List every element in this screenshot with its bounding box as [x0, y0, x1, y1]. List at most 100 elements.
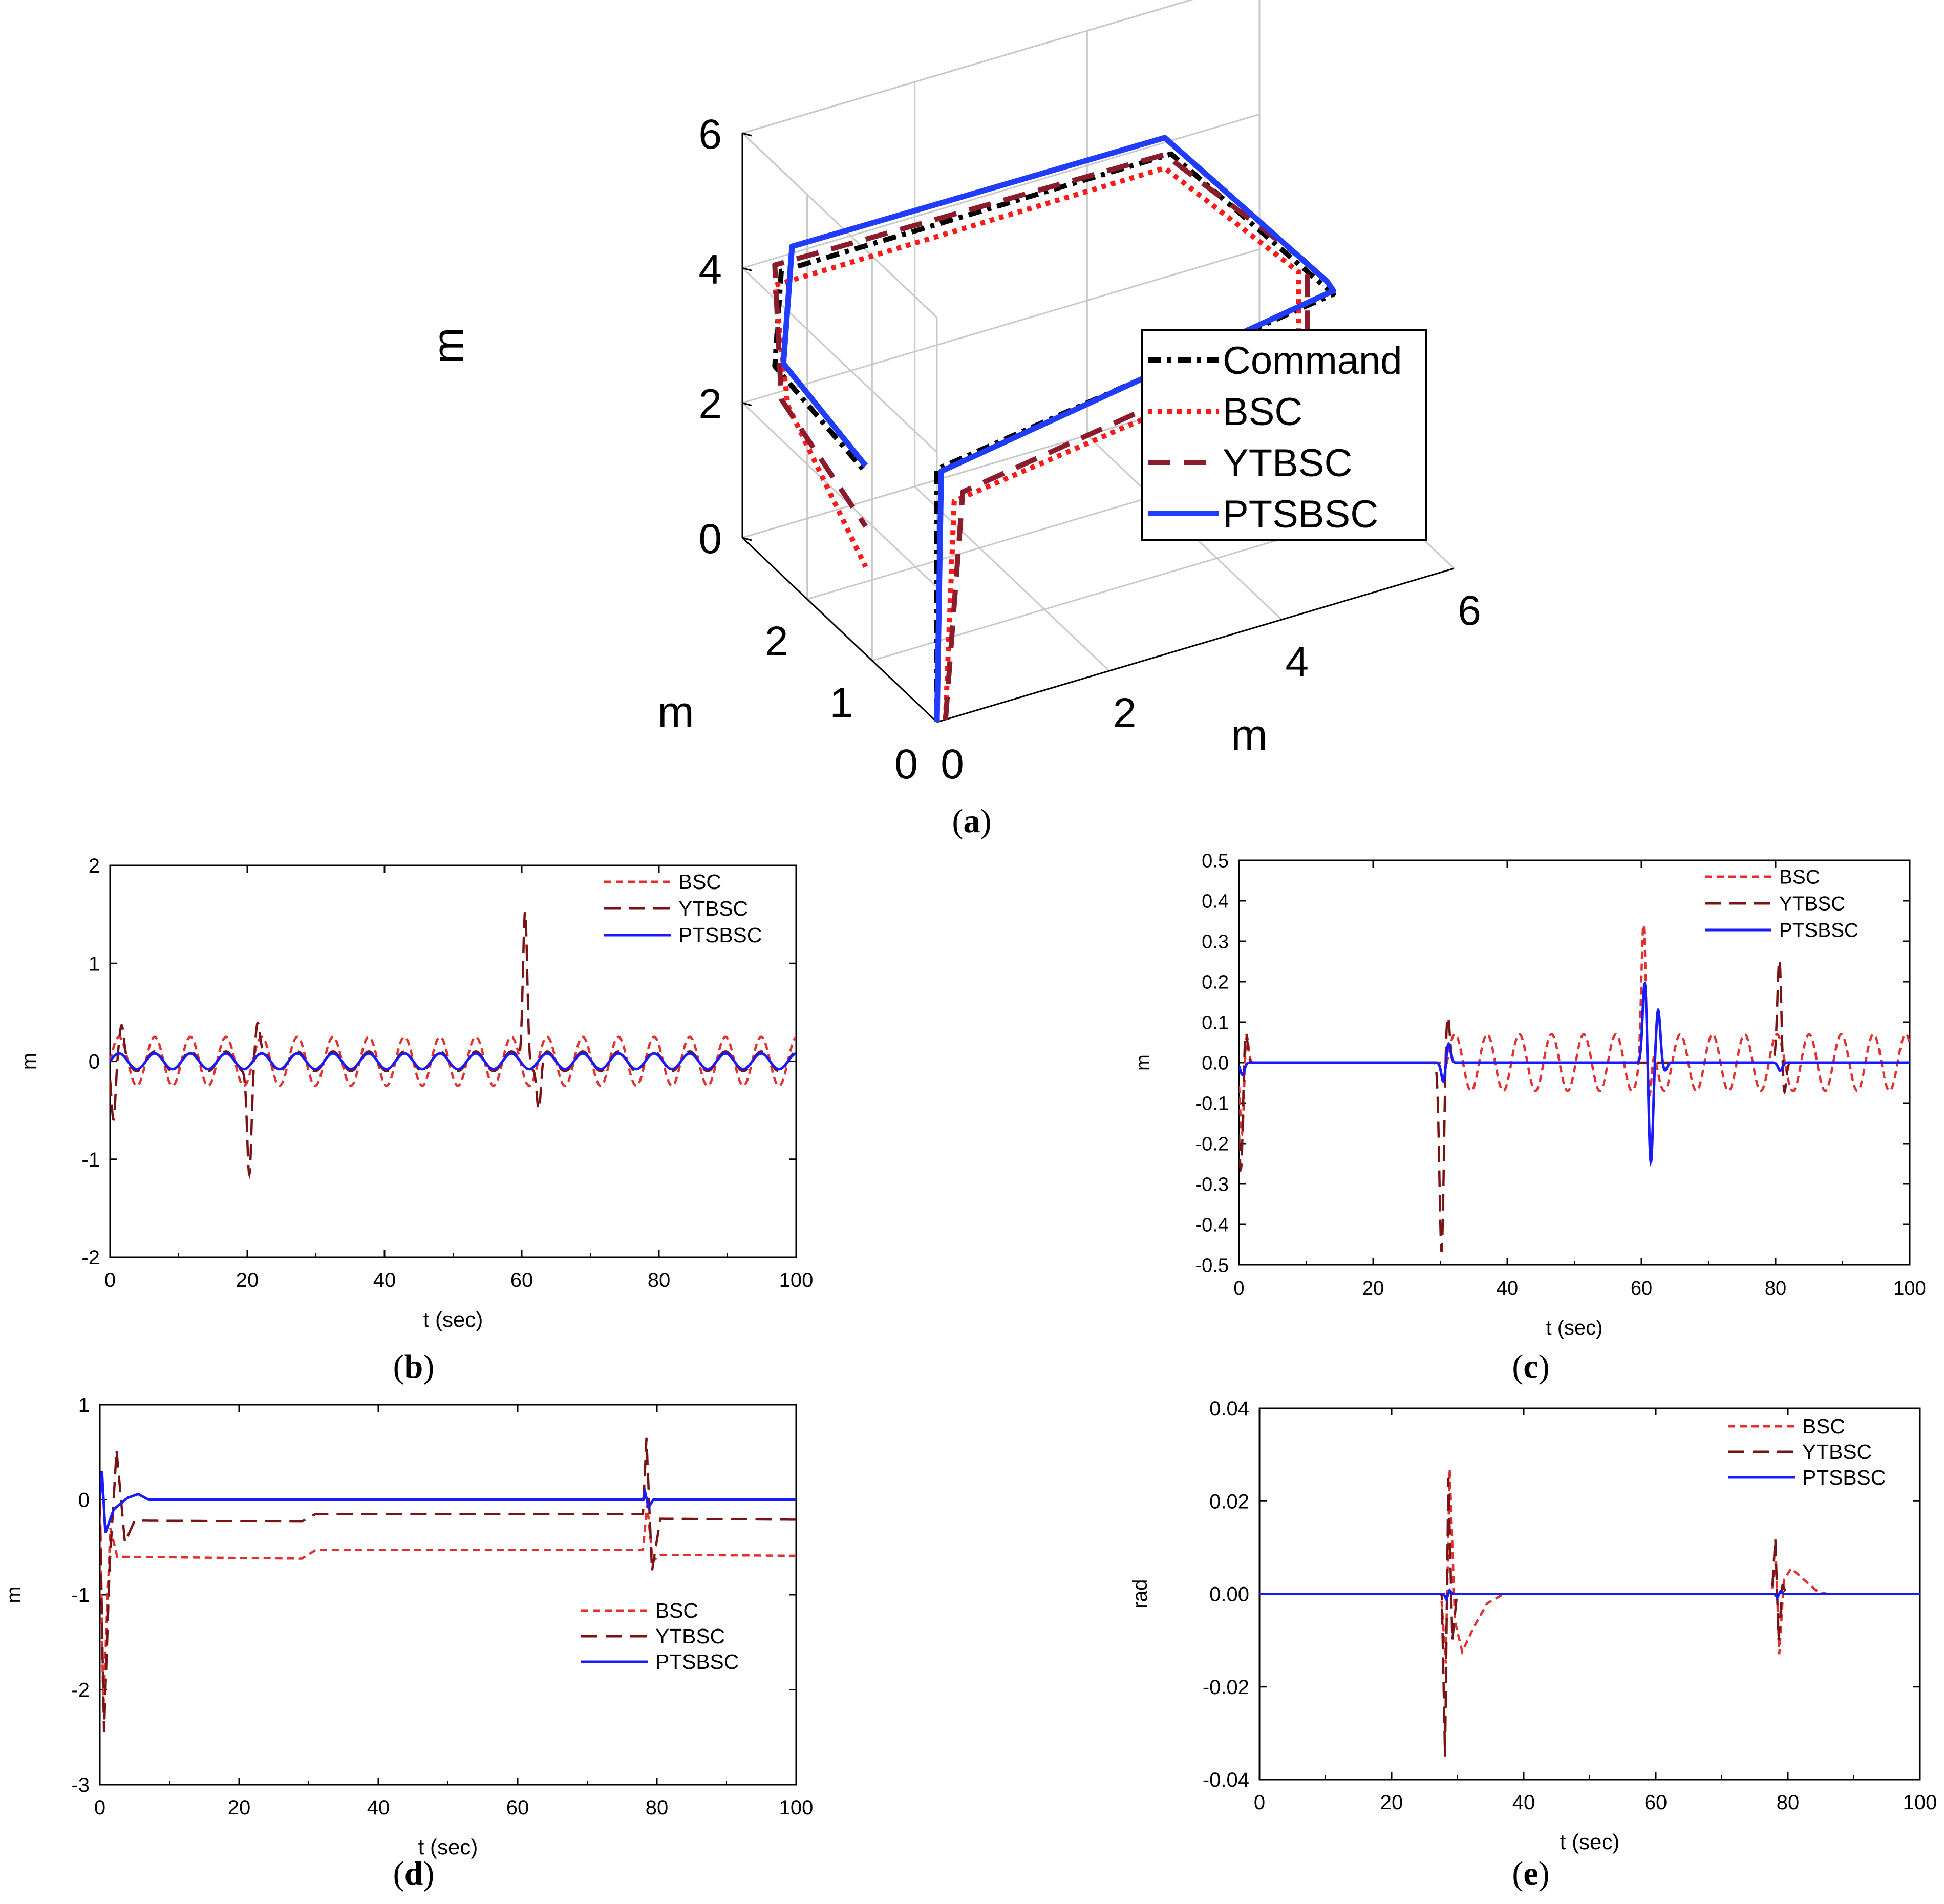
y-tick-label-c: -0.4	[1195, 1214, 1229, 1236]
z-tick-a	[742, 132, 752, 137]
y-tick-label-e: 0.02	[1209, 1490, 1249, 1513]
y-tick-label-a: 4	[1286, 639, 1309, 685]
y-tick-label-d: 0	[78, 1489, 90, 1512]
x-tick-label-e: 80	[1777, 1791, 1800, 1814]
y-tick-label-e: -0.02	[1203, 1676, 1249, 1699]
x-tick-label-d: 100	[779, 1796, 814, 1819]
x-tick-label-d: 0	[94, 1796, 105, 1819]
z-axis-label-a: m	[424, 327, 473, 364]
z-tick-a	[742, 267, 752, 271]
x-tick-label-c: 80	[1765, 1278, 1786, 1299]
x-tick-label-c: 100	[1893, 1278, 1926, 1299]
y-tick-label-b: -1	[81, 1149, 100, 1171]
series-ptsbsc-c	[1239, 981, 1910, 1167]
x-tick-label-b: 40	[373, 1269, 396, 1292]
y-tick-label-b: 2	[89, 855, 100, 877]
legend-label-ptsbsc-b: PTSBSC	[678, 923, 762, 947]
x-tick-label-e: 0	[1254, 1791, 1265, 1814]
legend-label-bsc-e: BSC	[1802, 1414, 1845, 1438]
panel-d-error-chart: 0 20 40 60 80 100 -3 -2 -1 0 1 t (sec) m BSCYTBSCPTSB…	[3, 1394, 813, 1859]
x-tick-label-d: 20	[228, 1796, 251, 1819]
y-tick-label-e: 0.00	[1209, 1583, 1249, 1606]
y-axis-label-a: m	[1231, 711, 1268, 760]
y-axis-label-c: m	[1133, 1054, 1154, 1071]
y-axis-line-a	[936, 567, 1455, 723]
x-tick-label-a: 2	[765, 618, 788, 665]
y-tick-label-b: -2	[81, 1246, 100, 1269]
caption-e-letter: e	[1523, 1855, 1538, 1892]
x-tick-label-b: 20	[236, 1269, 259, 1292]
x-axis-label-b: t (sec)	[423, 1307, 483, 1331]
legend-label-bsc-d: BSC	[655, 1599, 698, 1622]
x-tick-label-b: 80	[648, 1269, 671, 1292]
x-tick-label-b: 100	[779, 1269, 814, 1292]
panel-e-error-chart: 0 20 40 60 80 100 -0.04 -0.02 0.00 0.02 0.04 t (sec…	[1129, 1398, 1937, 1854]
panel-c-error-chart: 0 20 40 60 80 100 -0.5 -0.4 -0.3 -0.2 -0.1 0.0 0.1 0.…	[1133, 850, 1926, 1339]
y-tick-label-c: 0.3	[1202, 931, 1229, 953]
y-tick-label-c: -0.2	[1195, 1133, 1229, 1155]
y-tick-label-c: 0.1	[1202, 1012, 1229, 1033]
caption-b: (b)	[393, 1348, 435, 1385]
legend-label-ytbsc-c: YTBSC	[1779, 893, 1845, 915]
z-tick-a	[742, 537, 752, 541]
series-bsc-b	[110, 1035, 796, 1087]
y-tick-label-c: 0.0	[1202, 1052, 1229, 1074]
y-tick-label-b: 1	[89, 953, 100, 975]
y-axis-label-b: m	[18, 1053, 40, 1070]
z-tick-label-a: 6	[698, 111, 722, 158]
legend-label-ptsbsc-a: PTSBSC	[1223, 493, 1378, 536]
legend-label-bsc-b: BSC	[678, 870, 721, 894]
legend-label-ytbsc-d: YTBSC	[655, 1624, 725, 1648]
z-tick-label-a: 2	[698, 381, 722, 428]
y-tick-label-d: -2	[71, 1679, 90, 1702]
x-tick-label-c: 20	[1362, 1278, 1384, 1299]
box-edge	[742, 0, 1193, 134]
z-tick-label-a: 4	[698, 246, 722, 292]
legend-label-ytbsc-a: YTBSC	[1223, 441, 1352, 485]
box-edge	[741, 132, 938, 319]
x-tick-label-d: 60	[506, 1796, 529, 1819]
y-tick-label-d: -1	[71, 1584, 90, 1606]
x-tick-label-b: 60	[510, 1269, 533, 1292]
series-bsc-c	[1239, 921, 1910, 1137]
y-tick-label-c: -0.3	[1195, 1174, 1229, 1195]
y-tick-label-c: -0.1	[1195, 1093, 1229, 1114]
floor-grid	[914, 485, 1110, 672]
z-tick-a	[742, 402, 752, 407]
x-tick-label-e: 100	[1903, 1791, 1937, 1814]
x-tick-label-d: 80	[646, 1796, 669, 1819]
caption-b-letter: b	[404, 1348, 423, 1385]
y-tick-label-c: 0.4	[1202, 891, 1229, 912]
legend-label-command-a: Command	[1223, 339, 1402, 383]
series-ptsbsc-b	[110, 1052, 796, 1071]
back-wall-grid	[742, 113, 1260, 269]
caption-d: (d)	[393, 1855, 435, 1892]
z-tick-label-a: 0	[698, 516, 722, 562]
y-tick-label-c: -0.5	[1195, 1255, 1229, 1276]
caption-d-letter: d	[404, 1855, 423, 1892]
x-tick-label-e: 40	[1512, 1791, 1535, 1814]
series-ptsbsc-a	[780, 135, 1336, 723]
y-tick-label-e: 0.04	[1209, 1398, 1249, 1420]
y-tick-label-d: 1	[78, 1394, 90, 1416]
caption-a: (a)	[952, 802, 992, 840]
y-tick-label-d: -3	[71, 1774, 90, 1796]
legend-label-bsc-a: BSC	[1223, 390, 1302, 434]
y-tick-label-c: 0.5	[1202, 850, 1229, 872]
caption-e: (e)	[1512, 1855, 1549, 1892]
panel-b-error-chart: 0 20 40 60 80 100 -2 -1 0 1 2 t (sec) m BSC YTBSC PTSBS…	[18, 855, 813, 1331]
caption-c: (c)	[1512, 1348, 1549, 1385]
x-axis-label-c: t (sec)	[1546, 1317, 1603, 1339]
y-tick-label-a: 2	[1113, 690, 1137, 736]
x-tick-label-a: 1	[830, 680, 853, 726]
series-ptsbsc-d	[100, 1471, 796, 1534]
series-command-a	[772, 151, 1336, 722]
legend-label-ptsbsc-d: PTSBSC	[655, 1650, 739, 1674]
x-axis-label-a: m	[657, 688, 694, 737]
legend-box-a	[1141, 329, 1427, 541]
series-ptsbsc-e	[1259, 1588, 1920, 1603]
series-ytbsc-d	[100, 1437, 796, 1733]
y-axis-label-e: rad	[1129, 1579, 1151, 1609]
